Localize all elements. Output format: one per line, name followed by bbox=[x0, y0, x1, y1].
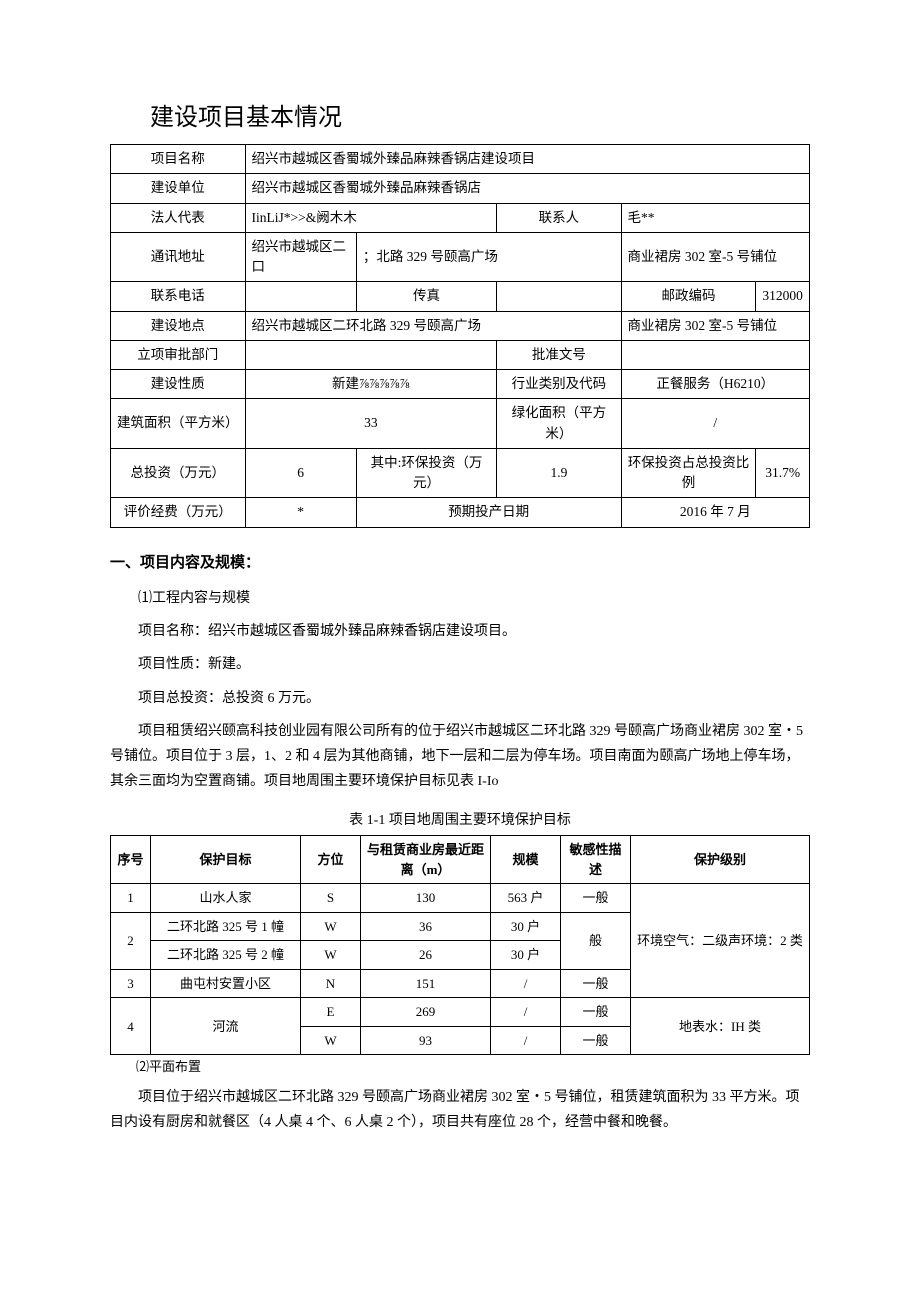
cell-target: 二环北路 325 号 1 幢 bbox=[151, 912, 301, 941]
value-project-name: 绍兴市越城区香蜀城外臻品麻辣香锅店建设项目 bbox=[245, 145, 810, 174]
value-approval-no bbox=[621, 340, 809, 369]
value-address-1: 绍兴市越城区二口 bbox=[245, 232, 356, 282]
section-1-p5: 项目租赁绍兴颐高科技创业园有限公司所有的位于绍兴市越城区二环北路 329 号颐高… bbox=[110, 719, 810, 795]
cell-sens: 一般 bbox=[561, 998, 631, 1027]
section-1-p3: 项目性质：新建。 bbox=[110, 652, 810, 677]
value-eval-fee: * bbox=[245, 498, 356, 527]
th-distance: 与租赁商业房最近距离（m） bbox=[361, 836, 491, 884]
label-build-nature: 建设性质 bbox=[111, 370, 246, 399]
th-direction: 方位 bbox=[301, 836, 361, 884]
section-2-p1: ⑵平面布置 bbox=[110, 1057, 810, 1077]
value-industry-code: 正餐服务（H6210） bbox=[621, 370, 809, 399]
cell-sens: 般 bbox=[561, 912, 631, 969]
section-2-p2: 项目位于绍兴市越城区二环北路 329 号颐高广场商业裙房 302 室・5 号铺位… bbox=[110, 1085, 810, 1135]
cell-target: 河流 bbox=[151, 998, 301, 1055]
label-approval-dept: 立项审批部门 bbox=[111, 340, 246, 369]
value-approval-dept bbox=[245, 340, 497, 369]
cell-sens: 一般 bbox=[561, 1026, 631, 1055]
value-phone bbox=[245, 282, 356, 311]
value-address-2: ；北路 329 号颐高广场 bbox=[356, 232, 621, 282]
label-approval-no: 批准文号 bbox=[497, 340, 621, 369]
label-project-name: 项目名称 bbox=[111, 145, 246, 174]
th-seq: 序号 bbox=[111, 836, 151, 884]
cell-scale: / bbox=[491, 1026, 561, 1055]
cell-dist: 93 bbox=[361, 1026, 491, 1055]
section-1-header: 一、项目内容及规模： bbox=[110, 552, 810, 575]
cell-seq: 4 bbox=[111, 998, 151, 1055]
value-env-invest: 1.9 bbox=[497, 448, 621, 498]
cell-target: 二环北路 325 号 2 幢 bbox=[151, 941, 301, 970]
cell-dist: 269 bbox=[361, 998, 491, 1027]
cell-scale: 30 户 bbox=[491, 941, 561, 970]
th-scale: 规模 bbox=[491, 836, 561, 884]
section-1-p2: 项目名称：绍兴市越城区香蜀城外臻品麻辣香锅店建设项目。 bbox=[110, 619, 810, 644]
cell-seq: 1 bbox=[111, 884, 151, 913]
label-eval-fee: 评价经费（万元） bbox=[111, 498, 246, 527]
cell-sens: 一般 bbox=[561, 884, 631, 913]
label-builder: 建设单位 bbox=[111, 174, 246, 203]
value-builder: 绍兴市越城区香蜀城外臻品麻辣香锅店 bbox=[245, 174, 810, 203]
cell-dir: E bbox=[301, 998, 361, 1027]
env-protection-table: 序号 保护目标 方位 与租赁商业房最近距离（m） 规模 敏感性描述 保护级别 1… bbox=[110, 835, 810, 1055]
cell-level-1: 环境空气：二级声环境：2 类 bbox=[631, 884, 810, 998]
cell-seq: 2 bbox=[111, 912, 151, 969]
value-fax bbox=[497, 282, 621, 311]
table-row: 4 河流 E 269 / 一般 地表水：IH 类 bbox=[111, 998, 810, 1027]
value-area: 33 bbox=[245, 399, 497, 449]
value-expected-date: 2016 年 7 月 bbox=[621, 498, 809, 527]
cell-target: 山水人家 bbox=[151, 884, 301, 913]
label-industry-code: 行业类别及代码 bbox=[497, 370, 621, 399]
th-sensitivity: 敏感性描述 bbox=[561, 836, 631, 884]
cell-dir: W bbox=[301, 941, 361, 970]
value-build-loc-1: 绍兴市越城区二环北路 329 号颐高广场 bbox=[245, 311, 621, 340]
label-address: 通讯地址 bbox=[111, 232, 246, 282]
cell-dist: 151 bbox=[361, 969, 491, 998]
cell-dist: 36 bbox=[361, 912, 491, 941]
value-env-ratio: 31.7% bbox=[756, 448, 810, 498]
value-contact: 毛** bbox=[621, 203, 809, 232]
cell-dist: 26 bbox=[361, 941, 491, 970]
page-title: 建设项目基本情况 bbox=[150, 100, 810, 136]
label-contact: 联系人 bbox=[497, 203, 621, 232]
cell-target: 曲屯村安置小区 bbox=[151, 969, 301, 998]
cell-scale: 563 户 bbox=[491, 884, 561, 913]
cell-scale: / bbox=[491, 998, 561, 1027]
value-build-nature: 新建⅞⅞⅞⅞⅞ bbox=[245, 370, 497, 399]
cell-dir: W bbox=[301, 912, 361, 941]
value-legal-rep: IinLiJ*>>&阙木木 bbox=[245, 203, 497, 232]
cell-scale: / bbox=[491, 969, 561, 998]
cell-scale: 30 户 bbox=[491, 912, 561, 941]
label-total-invest: 总投资（万元） bbox=[111, 448, 246, 498]
cell-dir: S bbox=[301, 884, 361, 913]
label-phone: 联系电话 bbox=[111, 282, 246, 311]
table-1-caption: 表 1-1 项目地周围主要环境保护目标 bbox=[110, 810, 810, 831]
th-level: 保护级别 bbox=[631, 836, 810, 884]
cell-dir: W bbox=[301, 1026, 361, 1055]
label-fax: 传真 bbox=[356, 282, 496, 311]
project-info-table: 项目名称 绍兴市越城区香蜀城外臻品麻辣香锅店建设项目 建设单位 绍兴市越城区香蜀… bbox=[110, 144, 810, 528]
cell-sens: 一般 bbox=[561, 969, 631, 998]
label-legal-rep: 法人代表 bbox=[111, 203, 246, 232]
section-1-p1: ⑴工程内容与规模 bbox=[110, 586, 810, 611]
label-env-invest: 其中:环保投资（万元） bbox=[356, 448, 496, 498]
cell-level-2: 地表水：IH 类 bbox=[631, 998, 810, 1055]
cell-dist: 130 bbox=[361, 884, 491, 913]
value-green-area: / bbox=[621, 399, 809, 449]
table-row: 1 山水人家 S 130 563 户 一般 环境空气：二级声环境：2 类 bbox=[111, 884, 810, 913]
cell-seq: 3 bbox=[111, 969, 151, 998]
label-area: 建筑面积（平方米） bbox=[111, 399, 246, 449]
label-build-loc: 建设地点 bbox=[111, 311, 246, 340]
section-1-p4: 项目总投资：总投资 6 万元。 bbox=[110, 686, 810, 711]
label-zip: 邮政编码 bbox=[621, 282, 756, 311]
th-target: 保护目标 bbox=[151, 836, 301, 884]
value-total-invest: 6 bbox=[245, 448, 356, 498]
label-env-ratio: 环保投资占总投资比例 bbox=[621, 448, 756, 498]
value-build-loc-2: 商业裙房 302 室-5 号铺位 bbox=[621, 311, 809, 340]
value-address-3: 商业裙房 302 室-5 号铺位 bbox=[621, 232, 809, 282]
cell-dir: N bbox=[301, 969, 361, 998]
value-zip: 312000 bbox=[756, 282, 810, 311]
label-expected-date: 预期投产日期 bbox=[356, 498, 621, 527]
label-green-area: 绿化面积（平方米） bbox=[497, 399, 621, 449]
